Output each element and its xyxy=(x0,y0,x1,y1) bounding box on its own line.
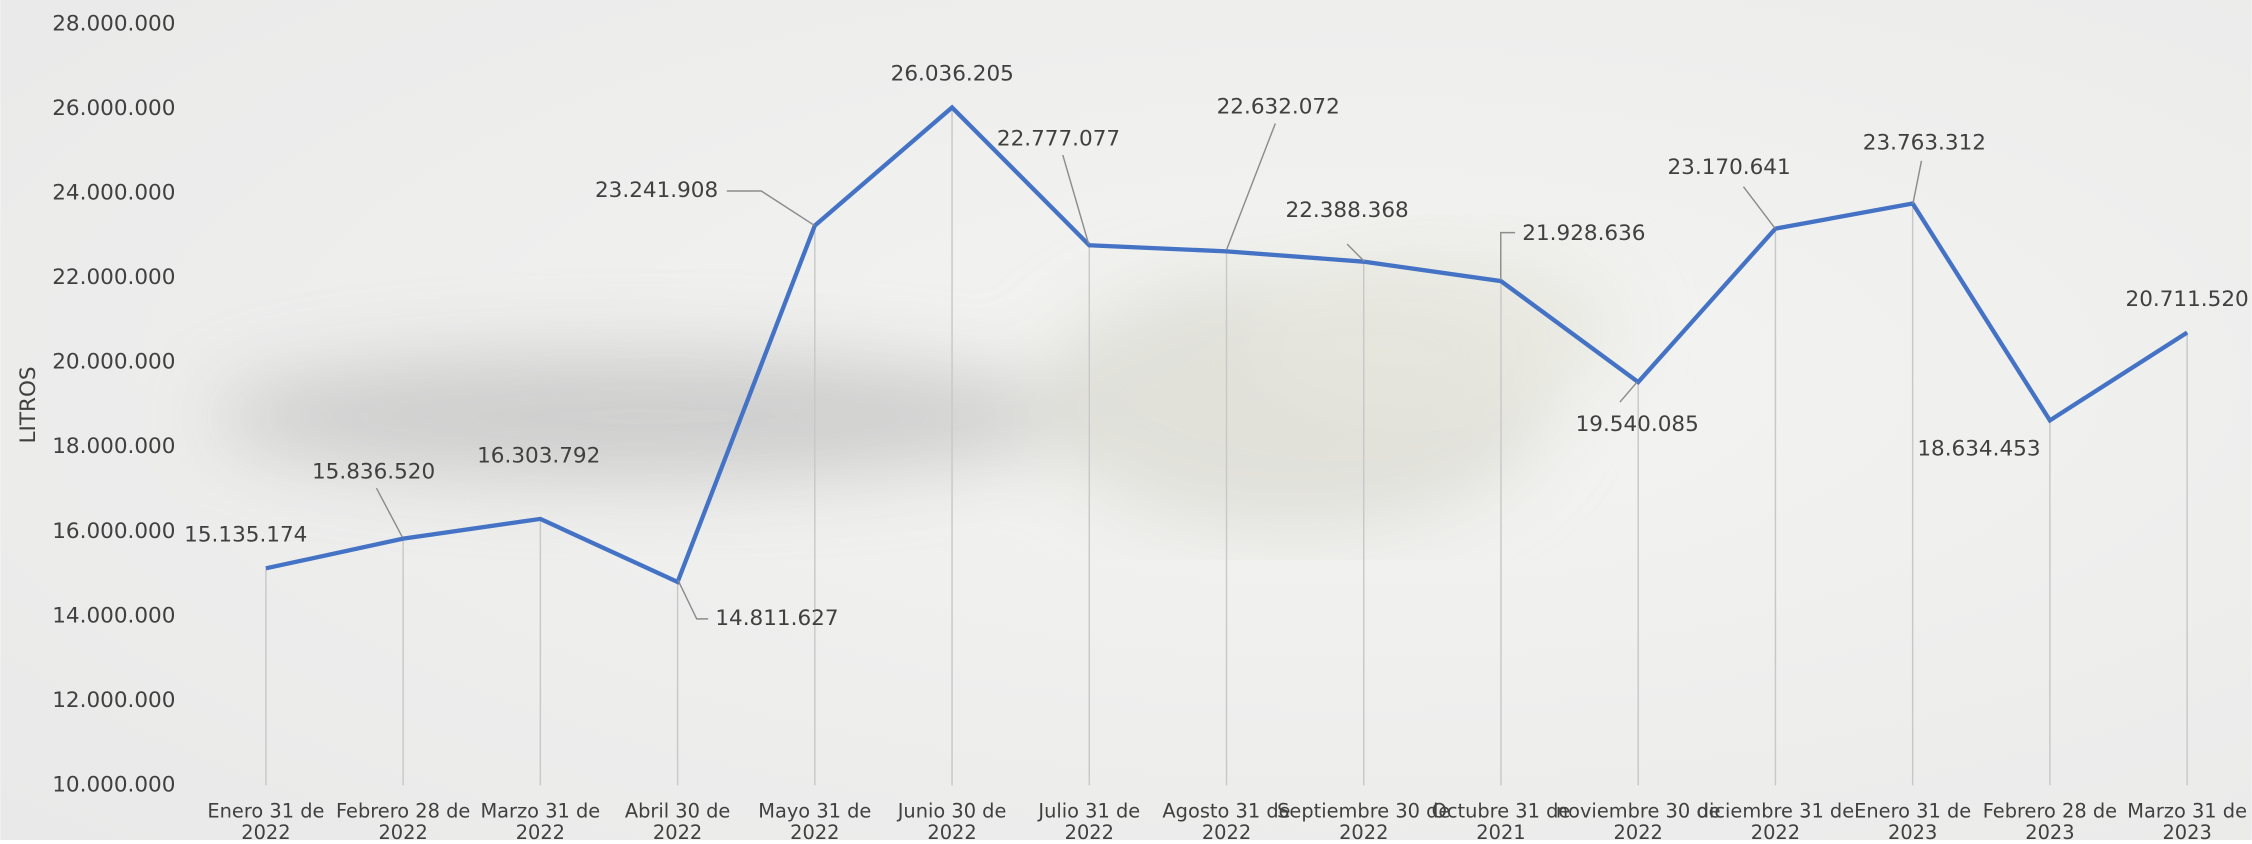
y-tick-label: 28.000.000 xyxy=(52,11,175,36)
data-label: 14.811.627 xyxy=(715,606,838,631)
data-label: 22.777.077 xyxy=(997,126,1120,151)
data-label: 19.540.085 xyxy=(1576,412,1699,437)
data-label: 22.388.368 xyxy=(1286,198,1409,223)
data-label: 23.170.641 xyxy=(1667,155,1790,180)
data-label: 16.303.792 xyxy=(477,444,600,469)
y-tick-label: 22.000.000 xyxy=(52,265,175,290)
data-label: 23.241.908 xyxy=(595,178,718,203)
data-label: 21.928.636 xyxy=(1522,221,1645,246)
y-tick-label: 20.000.000 xyxy=(52,350,175,375)
data-label: 18.634.453 xyxy=(1917,436,2040,461)
y-tick-label: 14.000.000 xyxy=(52,603,175,628)
page: {"chart_data": {"type": "line", "y_label… xyxy=(0,0,2252,840)
chart: LITROS 10.000.000 12.000.000 14.000.000 16.… xyxy=(0,0,2252,840)
y-tick-label: 26.000.000 xyxy=(52,96,175,121)
data-label: 20.711.520 xyxy=(2126,287,2249,312)
data-label: 15.135.174 xyxy=(184,523,307,548)
y-tick-label: 18.000.000 xyxy=(52,434,175,459)
data-label: 15.836.520 xyxy=(312,459,435,484)
y-tick-label: 16.000.000 xyxy=(52,519,175,544)
y-tick-label: 24.000.000 xyxy=(52,181,175,206)
data-label: 23.763.312 xyxy=(1863,131,1986,156)
y-axis-title: LITROS xyxy=(16,366,41,443)
data-label: 22.632.072 xyxy=(1217,95,1340,120)
y-tick-label: 10.000.000 xyxy=(52,772,175,797)
data-label: 26.036.205 xyxy=(891,62,1014,87)
y-tick-label: 12.000.000 xyxy=(52,688,175,713)
